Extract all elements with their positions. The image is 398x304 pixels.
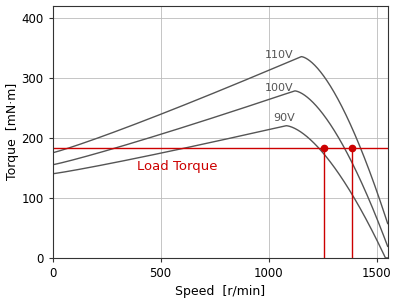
- Text: Load Torque: Load Torque: [137, 160, 217, 173]
- Text: 110V: 110V: [264, 50, 293, 60]
- X-axis label: Speed  [r/min]: Speed [r/min]: [175, 285, 265, 299]
- Text: 100V: 100V: [264, 84, 293, 93]
- Text: 90V: 90V: [273, 113, 295, 123]
- Y-axis label: Torque  [mN·m]: Torque [mN·m]: [6, 83, 19, 180]
